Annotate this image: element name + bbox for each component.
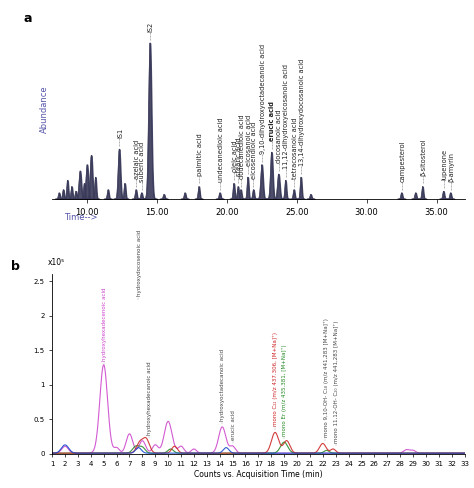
Text: a: a <box>23 12 32 25</box>
Text: β-sitosterol: β-sitosterol <box>420 138 426 176</box>
Text: erucic acid: erucic acid <box>231 410 236 440</box>
Text: IS1: IS1 <box>117 128 123 138</box>
Text: hydroxydocosenoic acid: hydroxydocosenoic acid <box>137 230 142 296</box>
Text: 11,12-dihydroxyeicosanoic acid: 11,12-dihydroxyeicosanoic acid <box>283 64 289 169</box>
Text: hydroxyoctadecanoic acid: hydroxyoctadecanoic acid <box>220 348 226 421</box>
Text: hydroxyhexadecenoic acid: hydroxyhexadecenoic acid <box>102 288 107 361</box>
Text: dodecanedioic acid: dodecanedioic acid <box>238 114 245 179</box>
Text: b: b <box>11 260 20 273</box>
Text: mono 9,10-OH- C₁₈ (m/z 441,283 [M+Na]⁺): mono 9,10-OH- C₁₈ (m/z 441,283 [M+Na]⁺) <box>323 318 328 437</box>
Y-axis label: Abundance: Abundance <box>40 85 49 133</box>
Text: docosanoic acid: docosanoic acid <box>276 109 283 163</box>
Text: azelaic acid: azelaic acid <box>134 140 140 179</box>
Text: hydroxyhexadecanoic acid: hydroxyhexadecanoic acid <box>147 361 152 434</box>
Text: suberic acid: suberic acid <box>139 142 146 182</box>
Text: lupenone: lupenone <box>441 149 447 180</box>
Text: oleic acid: oleic acid <box>232 141 237 172</box>
Text: eicosanoic acid: eicosanoic acid <box>246 115 252 166</box>
Text: mono C₂₂ (m/z 437.306, [M+Na]⁺): mono C₂₂ (m/z 437.306, [M+Na]⁺) <box>273 332 278 426</box>
Text: eicosendioic acid: eicosendioic acid <box>251 122 257 179</box>
Text: erucic acid: erucic acid <box>269 102 275 141</box>
Text: β-amyrin: β-amyrin <box>448 152 454 182</box>
X-axis label: Time-->: Time--> <box>64 213 98 223</box>
Text: 13,14-dihydroxydocosanoic acid: 13,14-dihydroxydocosanoic acid <box>299 59 305 166</box>
Text: campesterol: campesterol <box>399 141 405 182</box>
Text: mono Er (m/z 435.381, [M+Na]⁺): mono Er (m/z 435.381, [M+Na]⁺) <box>282 344 287 436</box>
Text: palmitic acid: palmitic acid <box>197 133 202 176</box>
Text: 9,10-dihydroxyoctadecanoic acid: 9,10-dihydroxyoctadecanoic acid <box>260 43 265 154</box>
Text: undecanedioic acid: undecanedioic acid <box>218 117 224 182</box>
Text: x10⁵: x10⁵ <box>48 258 65 267</box>
Text: IS2: IS2 <box>148 22 154 32</box>
X-axis label: Counts vs. Acquisition Time (min): Counts vs. Acquisition Time (min) <box>194 470 323 479</box>
Text: mono 11,12-OH- C₂₀ (m/z 441,283 [M+Na]⁺): mono 11,12-OH- C₂₀ (m/z 441,283 [M+Na]⁺) <box>334 321 339 443</box>
Text: stearic acid: stearic acid <box>236 137 242 176</box>
Text: tetracosanoic acid: tetracosanoic acid <box>292 117 298 179</box>
